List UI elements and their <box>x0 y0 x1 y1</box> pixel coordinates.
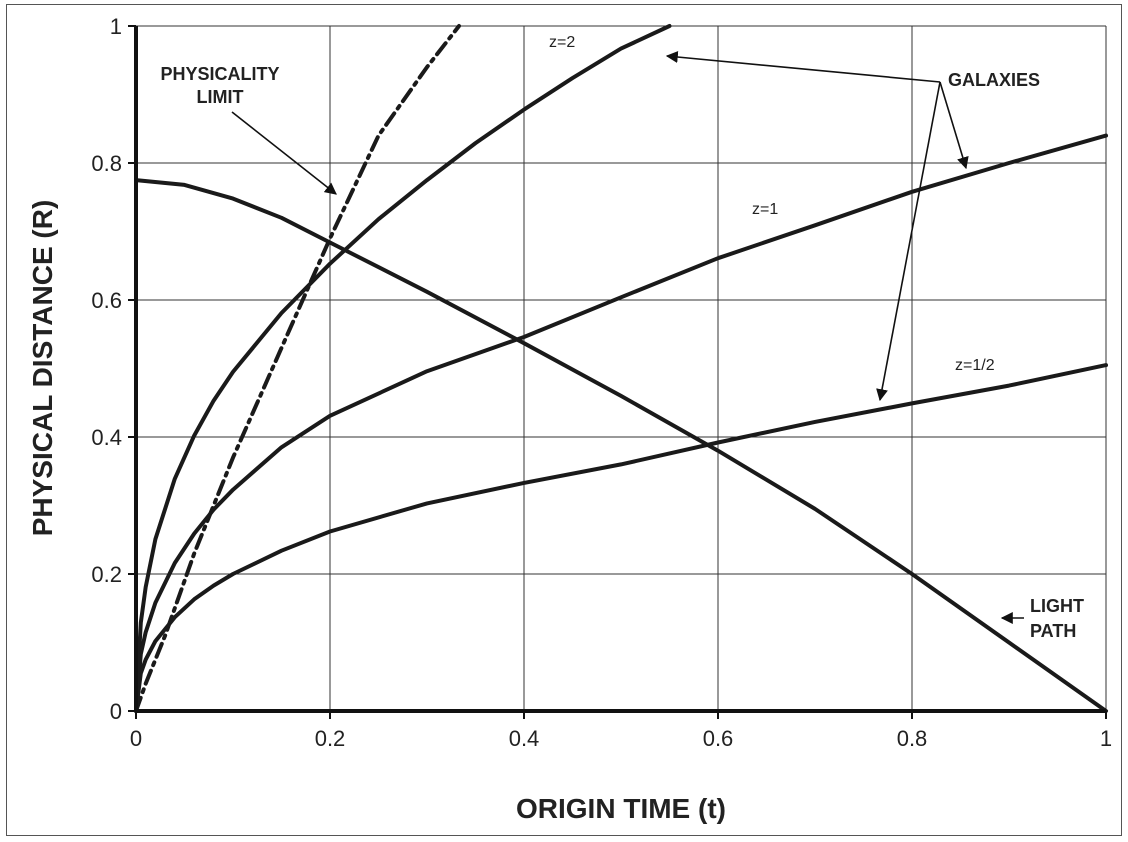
series-line-3 <box>134 24 461 713</box>
y-tick-label: 0.8 <box>91 151 122 176</box>
x-tick-label: 0.4 <box>509 726 540 751</box>
y-tick-label: 0.4 <box>91 425 122 450</box>
z2-label: z=2 <box>549 34 575 51</box>
x-tick-label: 1 <box>1100 726 1112 751</box>
annotation-arrows <box>231 51 1024 624</box>
y-tick-label: 1 <box>110 14 122 39</box>
series-line-4 <box>134 178 1108 713</box>
physicality-arrow <box>231 111 337 195</box>
tick-labels: 0 0.2 0.4 0.6 0.8 1 0 0.2 0.4 0.6 0.8 1 <box>91 14 1112 751</box>
x-tick-label: 0.2 <box>315 726 346 751</box>
y-tick-label: 0 <box>110 699 122 724</box>
light-path-annotation-line2: PATH <box>1030 621 1076 641</box>
series-layer <box>134 24 1108 713</box>
x-tick-label: 0.8 <box>897 726 928 751</box>
series-line-1 <box>134 133 1108 713</box>
physicality-annotation-line2: LIMIT <box>197 87 244 107</box>
galaxies-annotation: GALAXIES <box>948 70 1040 90</box>
series-line-2 <box>134 363 1108 713</box>
galaxies-arrow-z-half <box>876 81 941 402</box>
grid <box>135 25 1107 712</box>
x-tick-label: 0.6 <box>703 726 734 751</box>
z1-label: z=1 <box>752 201 778 218</box>
chart-frame <box>6 4 1122 836</box>
x-axis-title: ORIGIN TIME (t) <box>516 793 726 824</box>
light-path-annotation-line1: LIGHT <box>1030 596 1084 616</box>
y-tick-label: 0.6 <box>91 288 122 313</box>
galaxies-arrow-z2 <box>665 51 941 83</box>
axes <box>128 25 1107 719</box>
y-tick-label: 0.2 <box>91 562 122 587</box>
y-axis-title: PHYSICAL DISTANCE (R) <box>27 200 58 537</box>
x-tick-label: 0 <box>130 726 142 751</box>
galaxies-arrow-z1 <box>939 81 969 170</box>
z-half-label: z=1/2 <box>955 357 995 374</box>
series-line-0 <box>134 24 672 713</box>
physicality-annotation-line1: PHYSICALITY <box>160 64 279 84</box>
